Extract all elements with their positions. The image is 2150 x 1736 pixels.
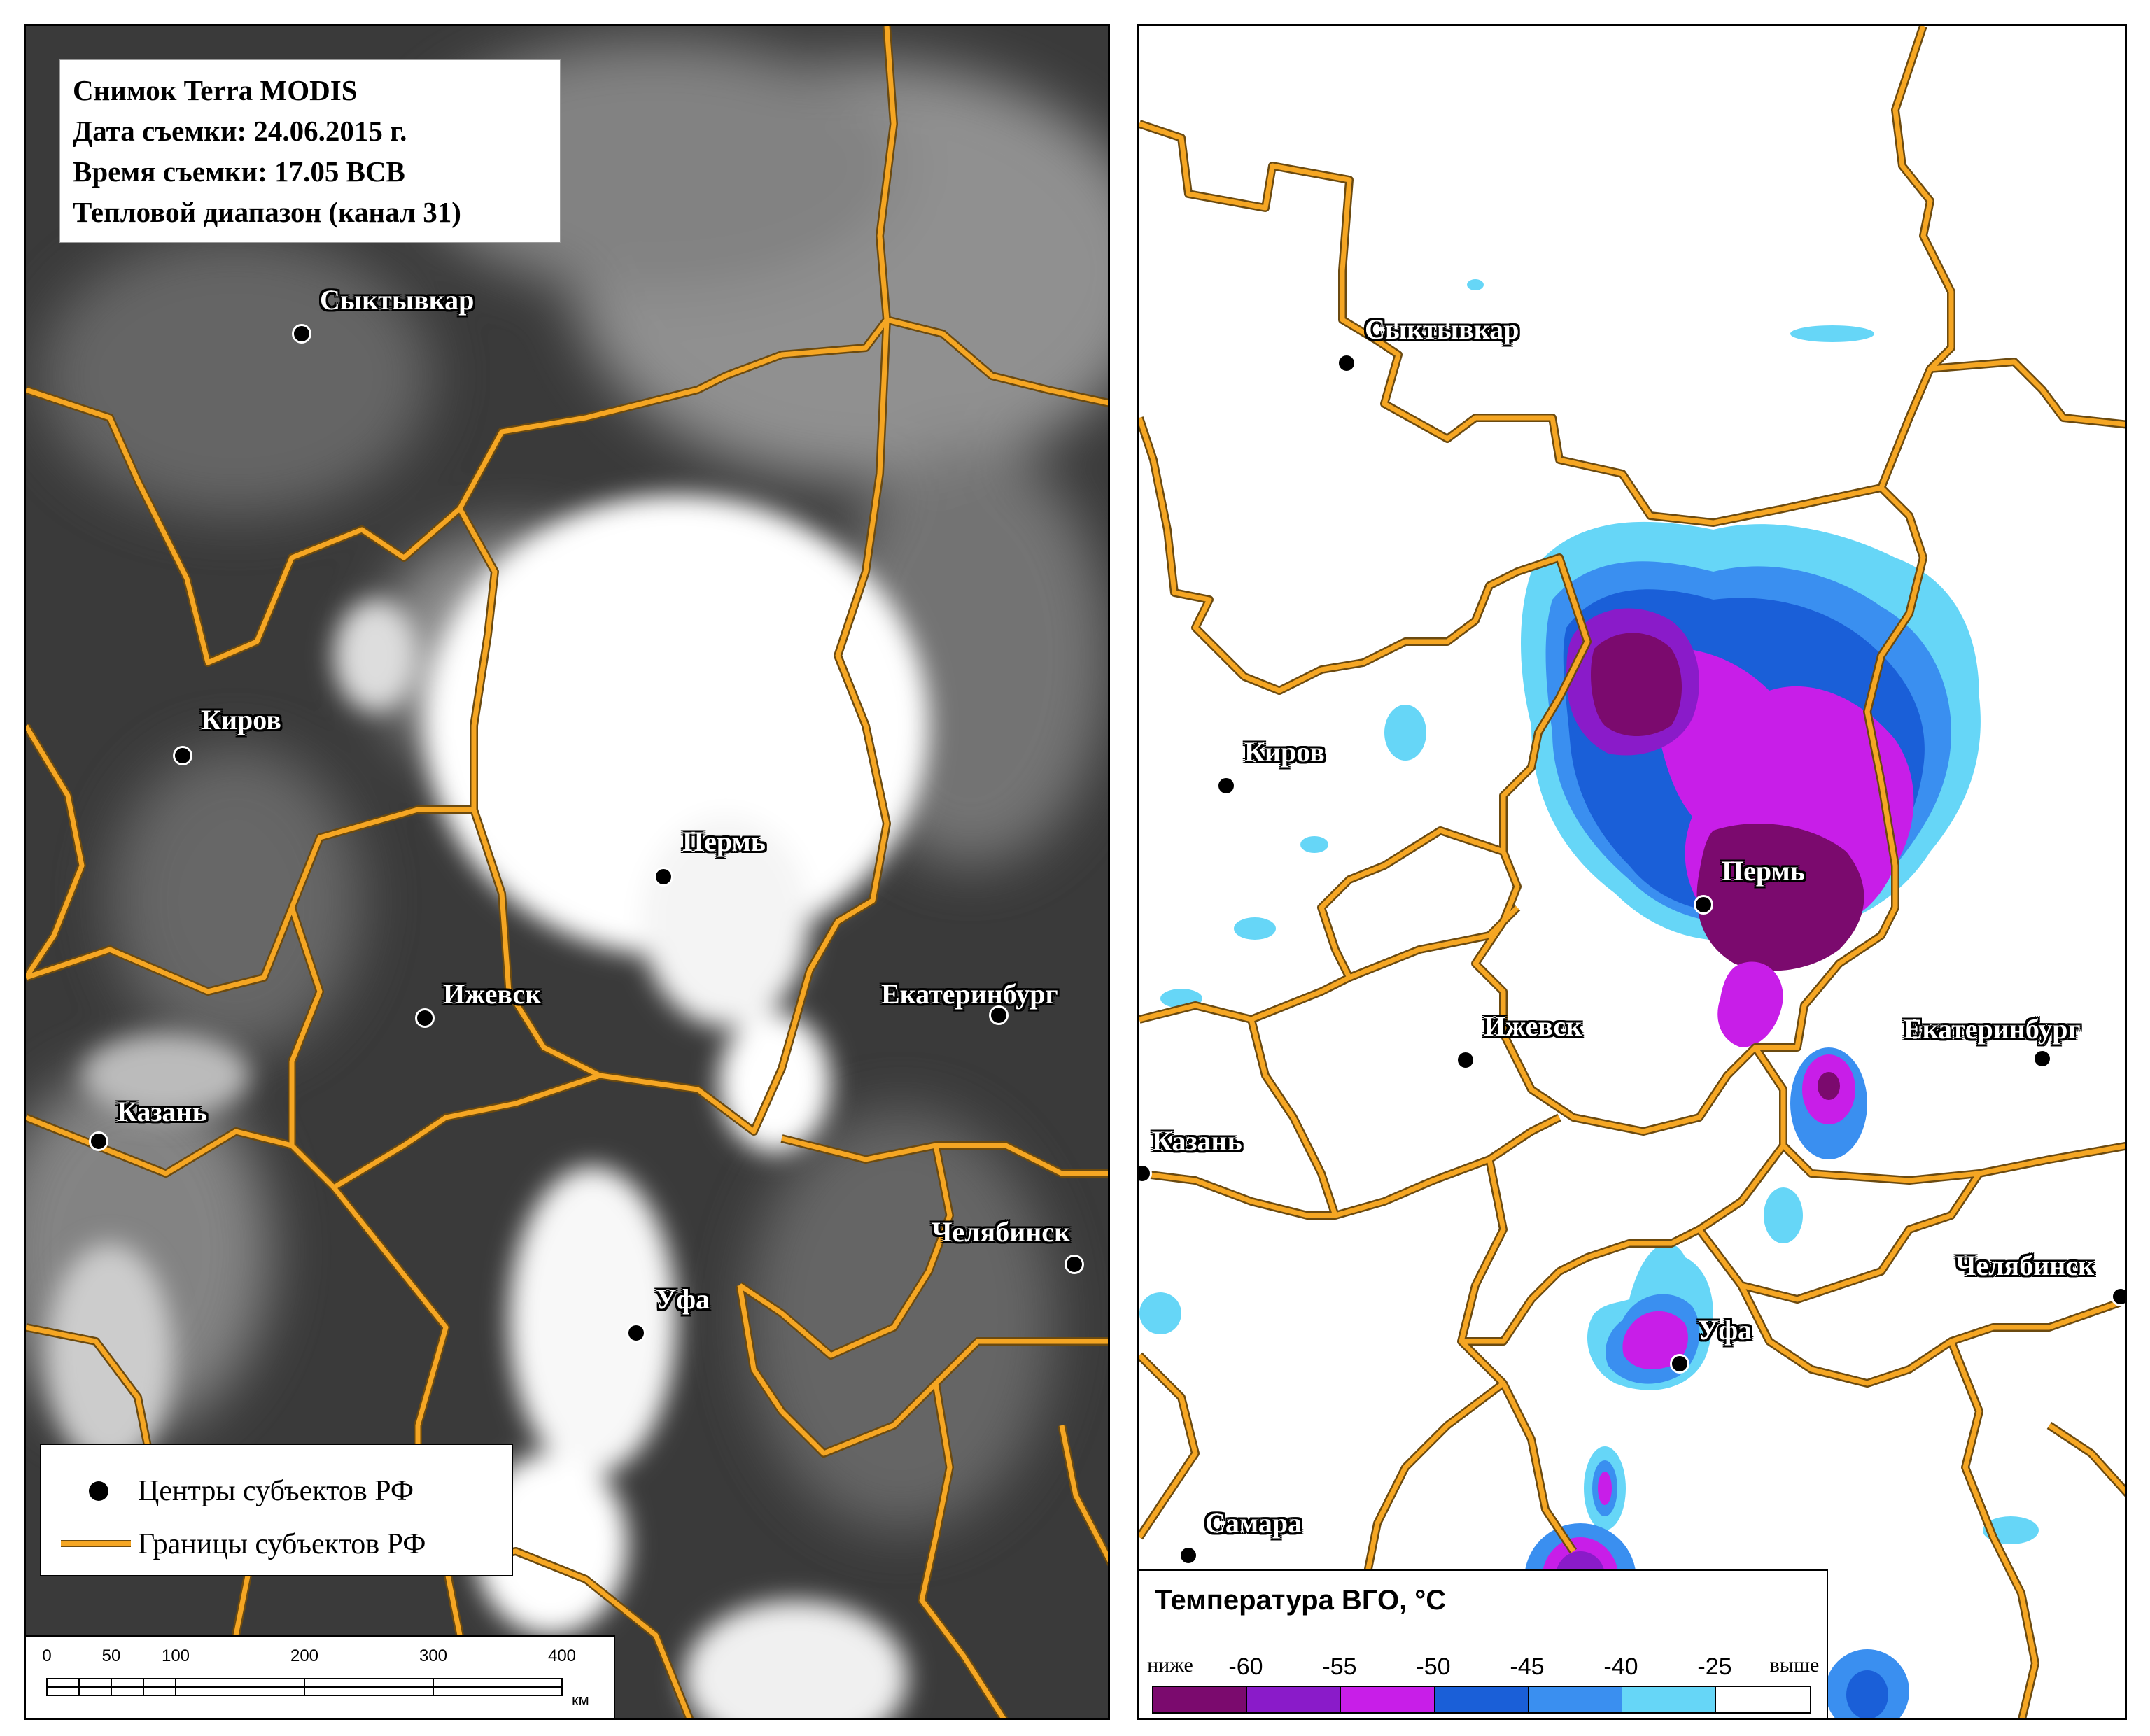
- city-marker-ufa: [1670, 1354, 1689, 1374]
- color-bar-swatch: [1341, 1687, 1435, 1712]
- scale-tick-label: 0: [42, 1646, 52, 1665]
- city-marker-perm: [1694, 895, 1713, 915]
- scale-tick-label: 400: [547, 1646, 577, 1665]
- city-label-chelyabinsk: Челябинск: [932, 1216, 1071, 1248]
- city-label-samara: Самара: [1205, 1507, 1302, 1539]
- city-label-ufa: Уфа: [656, 1283, 710, 1315]
- city-label-kirov: Киров: [1244, 736, 1325, 768]
- scale-unit: км: [572, 1691, 589, 1709]
- color-bar-swatch: [1716, 1687, 1810, 1712]
- city-marker-ekaterinburg: [2032, 1049, 2052, 1068]
- city-label-kazan: Казань: [1152, 1125, 1242, 1157]
- city-marker-ekaterinburg: [989, 1005, 1009, 1025]
- city-marker-chelyabinsk: [2111, 1287, 2125, 1306]
- city-marker-kirov: [1216, 776, 1236, 796]
- city-label-kirov: Киров: [201, 704, 281, 735]
- color-bar: [1152, 1686, 1811, 1714]
- city-marker-izhevsk: [415, 1008, 435, 1028]
- legend-label: -40: [1603, 1653, 1638, 1680]
- legend-label-centers: Центры субъектов РФ: [138, 1475, 414, 1507]
- cloud-top-temperature-panel: Сыктывкар Киров Пермь Ижевск Екатеринбур…: [1137, 24, 2127, 1720]
- city-marker-ufa: [626, 1323, 646, 1343]
- city-marker-izhevsk: [1456, 1050, 1475, 1070]
- legend-label: -50: [1416, 1653, 1451, 1680]
- city-marker-samara: [1179, 1546, 1198, 1565]
- city-marker-kirov: [173, 746, 192, 765]
- city-marker-perm: [654, 867, 673, 887]
- legend-label: -45: [1510, 1653, 1545, 1680]
- city-label-chelyabinsk: Челябинск: [1955, 1250, 2095, 1281]
- city-marker-syktyvkar: [292, 324, 311, 344]
- city-label-ekaterinburg: Екатеринбург: [881, 978, 1058, 1010]
- temperature-map: [1139, 26, 2125, 1718]
- color-bar-swatch: [1435, 1687, 1529, 1712]
- scale-tick-label: 50: [101, 1646, 121, 1665]
- image-info-box: Снимок Terra MODIS Дата съемки: 24.06.20…: [59, 59, 561, 243]
- satellite-image-panel: Снимок Terra MODIS Дата съемки: 24.06.20…: [24, 24, 1110, 1720]
- city-marker-kazan: [1139, 1164, 1152, 1183]
- legend-label-above: выше: [1769, 1653, 1820, 1677]
- info-line-sensor: Снимок Terra MODIS: [73, 74, 358, 106]
- map-legend: Центры субъектов РФ Границы субъектов РФ: [40, 1444, 513, 1576]
- color-bar-swatch: [1529, 1687, 1622, 1712]
- info-line-band: Тепловой диапазон (канал 31): [73, 196, 461, 228]
- legend-dot-symbol: [61, 1477, 138, 1505]
- city-marker-kazan: [89, 1131, 108, 1151]
- city-label-perm: Пермь: [1722, 855, 1805, 887]
- legend-label: -25: [1697, 1653, 1732, 1680]
- city-label-kazan: Казань: [117, 1096, 207, 1127]
- color-bar-swatch: [1622, 1687, 1716, 1712]
- city-label-syktyvkar: Сыктывкар: [1365, 313, 1519, 345]
- color-bar-swatch: [1247, 1687, 1341, 1712]
- legend-item-centers: Центры субъектов РФ: [61, 1474, 414, 1508]
- scale-tick-label: 200: [290, 1646, 319, 1665]
- scale-tick-label: 100: [161, 1646, 190, 1665]
- legend-label-below: ниже: [1147, 1653, 1193, 1677]
- legend-label: -60: [1228, 1653, 1263, 1680]
- legend-line-symbol: [61, 1530, 138, 1558]
- scale-tick-label: 300: [419, 1646, 448, 1665]
- city-label-izhevsk: Ижевск: [1484, 1010, 1582, 1042]
- city-marker-chelyabinsk: [1065, 1255, 1084, 1274]
- city-label-syktyvkar: Сыктывкар: [320, 284, 475, 316]
- legend-title: Температура ВГО, °С: [1155, 1585, 1447, 1616]
- info-line-date: Дата съемки: 24.06.2015 г.: [73, 115, 407, 147]
- legend-label-borders: Границы субъектов РФ: [138, 1528, 426, 1560]
- scale-bar: 0 50 100 200 300 400 км: [26, 1635, 615, 1718]
- city-label-perm: Пермь: [682, 826, 766, 857]
- scale-bar-graphic: [46, 1678, 563, 1696]
- info-line-time: Время съемки: 17.05 ВСВ: [73, 155, 405, 188]
- color-bar-swatch: [1153, 1687, 1247, 1712]
- legend-item-borders: Границы субъектов РФ: [61, 1527, 426, 1561]
- city-label-ekaterinburg: Екатеринбург: [1904, 1013, 2081, 1045]
- temperature-legend: Температура ВГО, °С ниже -60 -55 -50 -45…: [1139, 1569, 1828, 1718]
- city-label-ufa: Уфа: [1698, 1314, 1752, 1346]
- city-marker-syktyvkar: [1337, 353, 1356, 373]
- city-label-izhevsk: Ижевск: [443, 978, 542, 1010]
- legend-label: -55: [1322, 1653, 1357, 1680]
